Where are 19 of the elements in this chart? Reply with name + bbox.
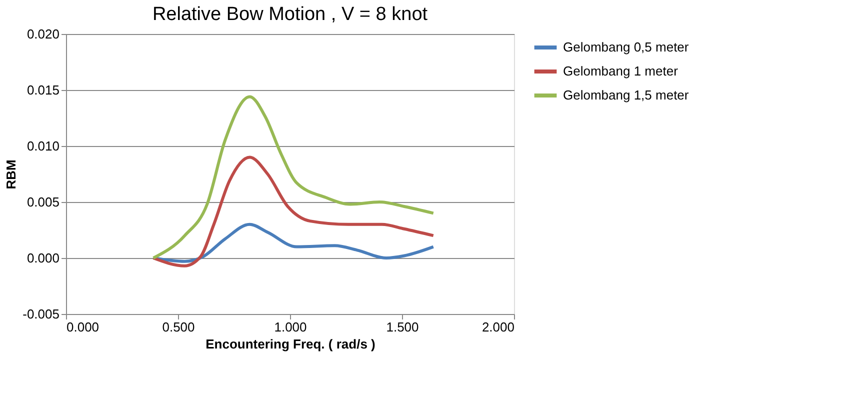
x-tick-label: 0.000 bbox=[66, 320, 100, 334]
y-tick-label: 0.005 bbox=[26, 194, 60, 210]
y-tick-label: 0.010 bbox=[26, 138, 60, 154]
chart-title: Relative Bow Motion , V = 8 knot bbox=[152, 4, 428, 25]
x-tick-label: 1.000 bbox=[274, 320, 307, 334]
line-series bbox=[152, 95, 435, 260]
x-axis-title: Encountering Freq. ( rad/s ) bbox=[206, 336, 376, 352]
y-tick-label: -0.005 bbox=[22, 306, 60, 322]
y-tick-label: 0.015 bbox=[26, 82, 60, 98]
y-tick-label: 0.020 bbox=[26, 26, 60, 42]
x-tick-label: 0.500 bbox=[162, 320, 195, 334]
x-tick-label: 1.500 bbox=[386, 320, 419, 334]
legend-label: Gelombang 0,5 meter bbox=[563, 40, 690, 54]
y-tick-label: 0.000 bbox=[26, 250, 60, 266]
legend-label: Gelombang 1,5 meter bbox=[563, 88, 690, 102]
line-series bbox=[152, 156, 435, 268]
x-tick-label: 2.000 bbox=[482, 320, 514, 334]
y-axis-title: RBM bbox=[4, 160, 19, 190]
legend-label: Gelombang 1 meter bbox=[563, 64, 679, 78]
